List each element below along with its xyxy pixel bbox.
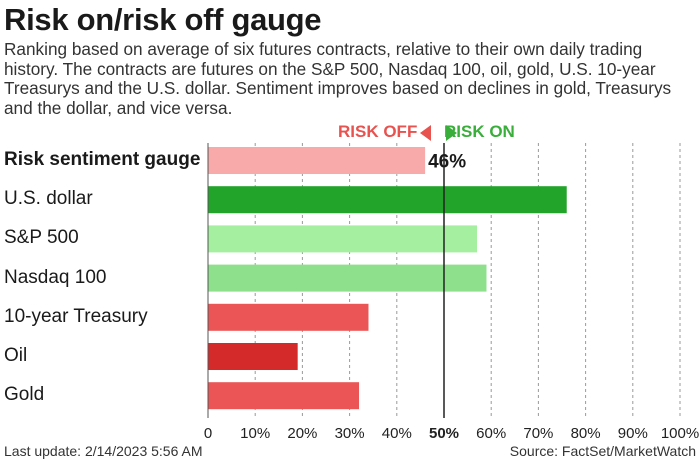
chart-title: Risk on/risk off gauge	[4, 2, 322, 37]
tick-label-10: 10%	[240, 425, 270, 442]
bar-2	[208, 225, 478, 253]
category-label-3: Nasdaq 100	[4, 266, 107, 288]
legend-risk-off: RISK OFF	[338, 122, 418, 141]
category-label-1: U.S. dollar	[4, 188, 93, 210]
tick-label-30: 30%	[335, 425, 365, 442]
bar-3	[208, 264, 487, 292]
tick-label-70: 70%	[523, 425, 553, 442]
bar-4	[208, 303, 369, 331]
tick-label-80: 80%	[571, 425, 601, 442]
legend-risk-on: RISK ON	[444, 122, 515, 141]
risk-on-arrow-icon	[446, 125, 457, 141]
bar-0	[208, 147, 426, 174]
category-label-0: Risk sentiment gauge	[4, 149, 201, 170]
data-label-0: 46%	[428, 152, 466, 173]
tick-label-40: 40%	[382, 425, 412, 442]
category-label-6: Gold	[4, 384, 45, 406]
tick-label-100: 100%	[661, 425, 699, 442]
bar-6	[208, 382, 360, 410]
chart-subtitle: Ranking based on average of six futures …	[4, 39, 672, 118]
risk-off-arrow-icon	[420, 125, 431, 141]
tick-label-90: 90%	[618, 425, 648, 442]
category-label-4: 10-year Treasury	[4, 305, 148, 327]
category-label-5: Oil	[4, 345, 28, 366]
tick-label-60: 60%	[476, 425, 506, 442]
last-update: Last update: 2/14/2023 5:56 AM	[4, 443, 203, 459]
bar-5	[208, 343, 298, 370]
tick-label-50: 50%	[429, 425, 459, 442]
source-note: Source: FactSet/MarketWatch	[509, 443, 696, 459]
category-label-2: S&P 500	[4, 227, 79, 249]
tick-label-20: 20%	[287, 425, 317, 442]
bar-1	[208, 186, 567, 214]
tick-label-0: 0	[204, 425, 212, 442]
